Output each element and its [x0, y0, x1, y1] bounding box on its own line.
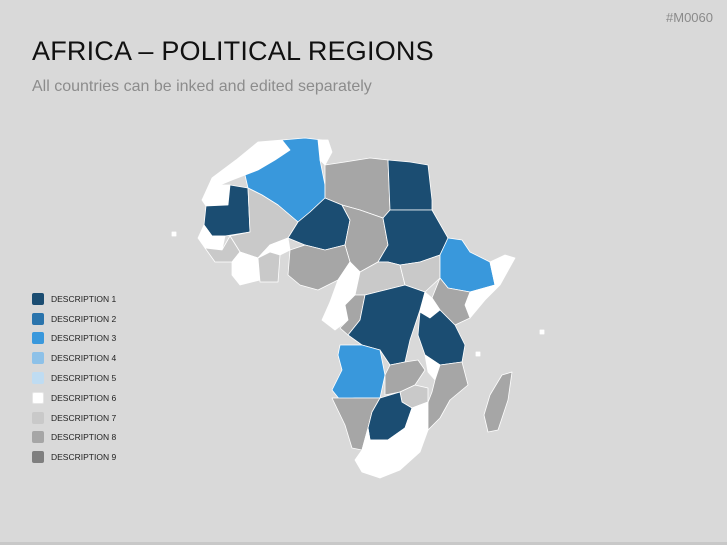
country-ivory-coast	[231, 251, 261, 286]
legend-label: DESCRIPTION 9	[51, 452, 117, 463]
page-title: AFRICA – POLITICAL REGIONS	[32, 36, 434, 66]
country-tunisia	[317, 139, 333, 166]
bottom-divider	[0, 542, 727, 545]
page-subtitle: All countries can be inked and edited se…	[32, 78, 372, 95]
legend-item-6: DESCRIPTION 6	[32, 388, 116, 408]
legend-label: DESCRIPTION 3	[51, 333, 117, 344]
legend-item-1: DESCRIPTION 1	[32, 289, 116, 309]
country-mozambique	[424, 361, 469, 431]
legend-swatch	[32, 431, 44, 444]
country-gabon	[321, 301, 349, 331]
legend-label: DESCRIPTION 1	[51, 293, 117, 304]
legend-swatch	[32, 372, 44, 385]
country-tanzania	[417, 309, 466, 366]
island-comoros	[475, 351, 481, 357]
legend-swatch	[32, 451, 44, 464]
legend-item-7: DESCRIPTION 7	[32, 408, 116, 428]
country-zambia	[384, 359, 426, 396]
country-south-africa	[354, 401, 429, 479]
legend-swatch	[32, 332, 44, 345]
legend-item-5: DESCRIPTION 5	[32, 368, 116, 388]
legend-swatch	[32, 352, 44, 365]
legend-item-4: DESCRIPTION 4	[32, 348, 116, 368]
legend-swatch	[32, 292, 44, 305]
legend-label: DESCRIPTION 7	[51, 412, 117, 423]
legend-label: DESCRIPTION 6	[51, 392, 117, 403]
island-cape-verde	[171, 231, 177, 237]
country-madagascar	[483, 371, 513, 433]
country-ethiopia	[439, 237, 496, 293]
country-egypt	[387, 159, 433, 211]
legend-item-8: DESCRIPTION 8	[32, 428, 116, 448]
product-code: #M0060	[666, 10, 713, 25]
legend-label: DESCRIPTION 8	[51, 432, 117, 443]
legend: DESCRIPTION 1 DESCRIPTION 2 DESCRIPTION …	[32, 289, 116, 467]
legend-item-9: DESCRIPTION 9	[32, 447, 116, 467]
legend-label: DESCRIPTION 5	[51, 373, 117, 384]
legend-label: DESCRIPTION 4	[51, 353, 117, 364]
legend-swatch	[32, 411, 44, 424]
legend-swatch	[32, 391, 44, 404]
legend-item-3: DESCRIPTION 3	[32, 329, 116, 349]
country-angola	[331, 344, 386, 401]
legend-label: DESCRIPTION 2	[51, 313, 117, 324]
island-mauritius	[539, 329, 545, 335]
legend-swatch	[32, 312, 44, 325]
legend-item-2: DESCRIPTION 2	[32, 309, 116, 329]
